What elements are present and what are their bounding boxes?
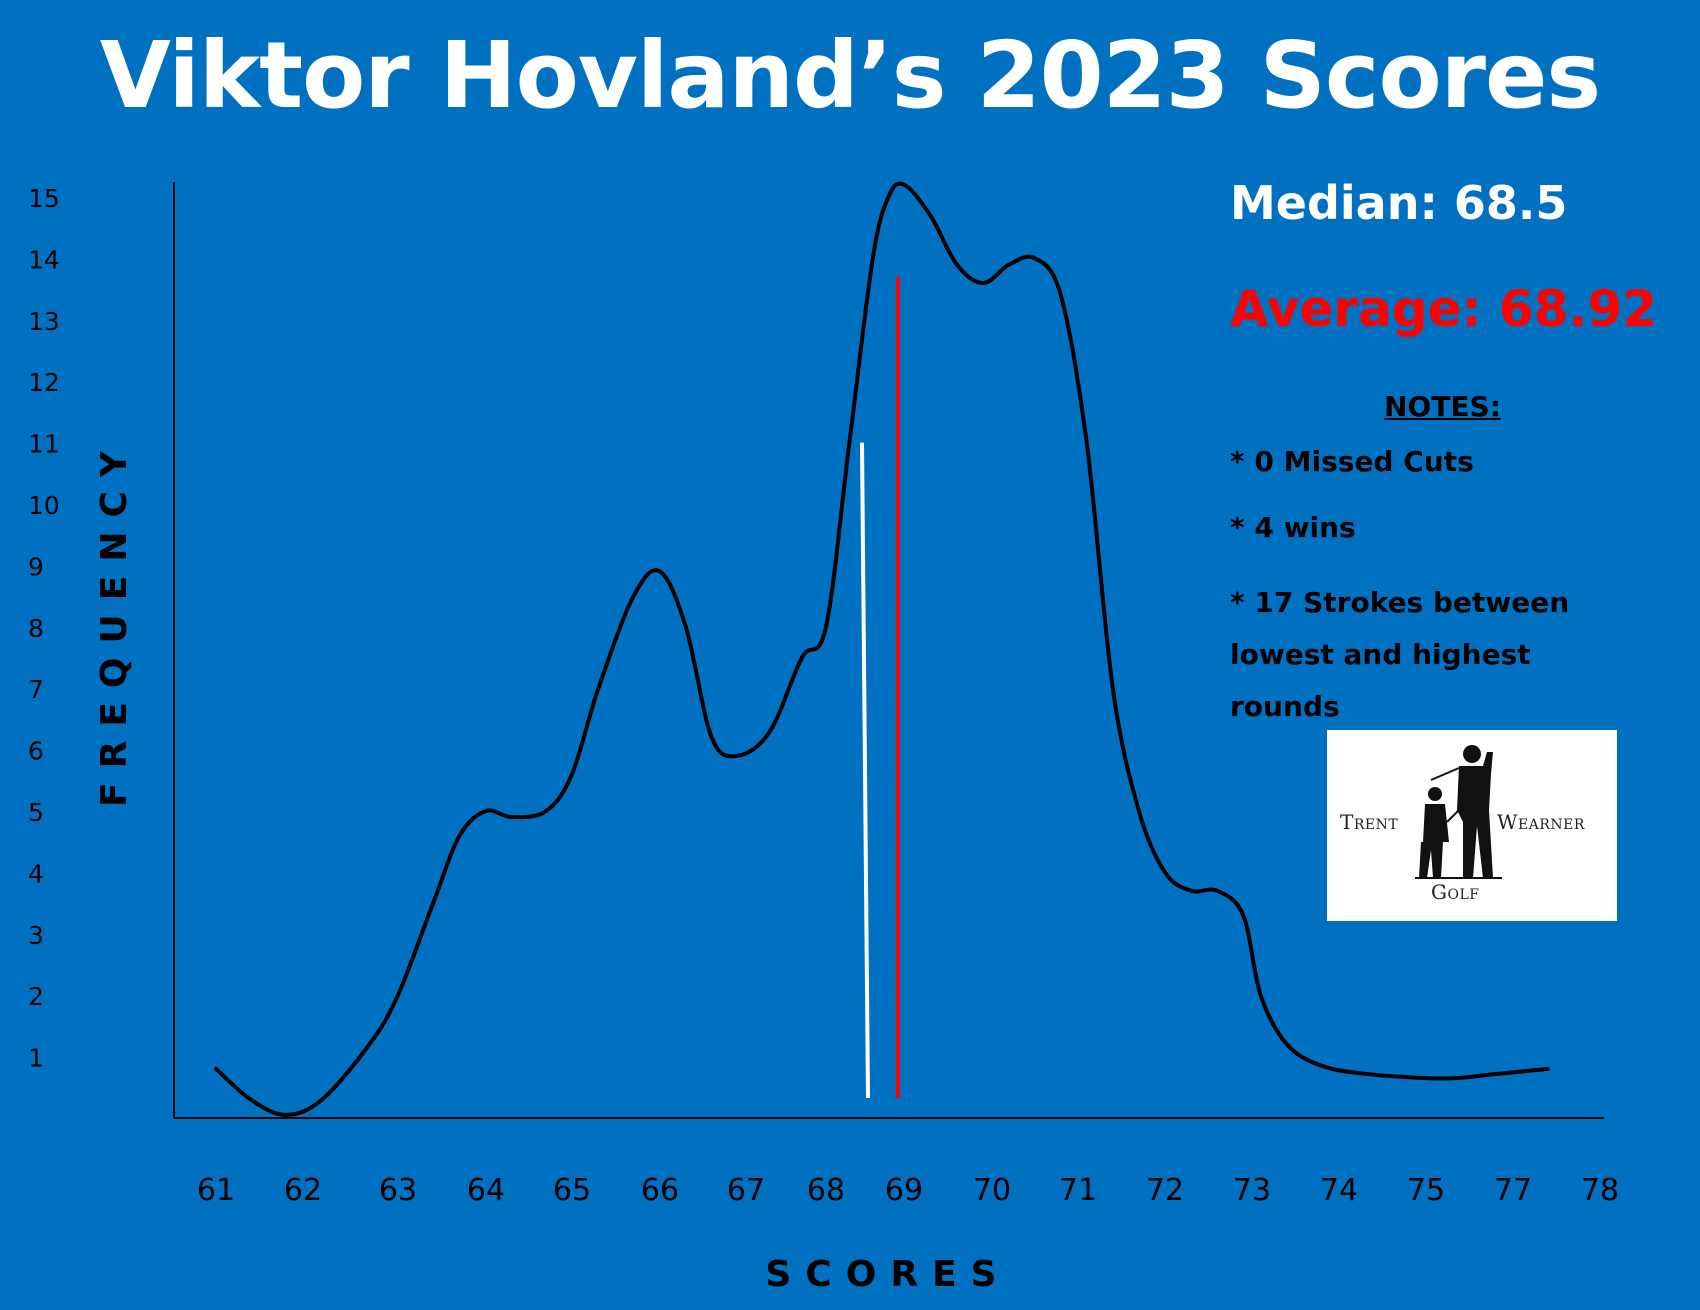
x-tick-label: 65 (553, 1173, 591, 1208)
x-tick-label: 73 (1233, 1173, 1271, 1208)
chart-title: Viktor Hovland’s 2023 Scores (99, 22, 1601, 129)
y-tick-label: 9 (28, 552, 44, 581)
y-axis-label: FREQUENCY (94, 437, 135, 807)
notes-heading: NOTES: (1384, 390, 1501, 423)
logo-bottom-text: Golf (1431, 880, 1480, 904)
note-item: * 17 Strokes between lowest and highest … (1230, 586, 1570, 723)
x-axis-label: SCORES (765, 1254, 1010, 1295)
notes-panel: NOTES: * 0 Missed Cuts * 4 wins * 17 Str… (1230, 390, 1650, 733)
median-text: Median: 68.5 (1230, 176, 1568, 230)
note-item: * 4 wins (1230, 511, 1356, 544)
y-tick-label: 14 (28, 245, 60, 274)
x-tick-label: 68 (807, 1173, 845, 1208)
x-tick-label: 70 (973, 1173, 1011, 1208)
x-tick-label: 61 (197, 1173, 235, 1208)
y-tick-label: 5 (28, 798, 44, 827)
x-tick-label: 67 (727, 1173, 765, 1208)
frequency-curve (214, 181, 1550, 1117)
x-tick-label: 64 (467, 1173, 505, 1208)
median-marker-line (860, 442, 870, 1099)
x-tick-label: 71 (1059, 1173, 1097, 1208)
average-text: Average: 68.92 (1230, 280, 1658, 338)
note-item: * 0 Missed Cuts (1230, 445, 1474, 478)
axes (173, 182, 1604, 1119)
x-tick-label: 62 (284, 1173, 322, 1208)
y-tick-label: 7 (28, 675, 44, 704)
y-tick-label: 3 (28, 921, 44, 950)
logo-left-text: Trent (1340, 810, 1399, 834)
logo-right-text: Wearner (1497, 810, 1585, 834)
x-tick-label: 66 (641, 1173, 679, 1208)
x-tick-label: 77 (1494, 1173, 1532, 1208)
y-tick-label: 2 (28, 982, 44, 1011)
x-tick-label: 74 (1320, 1173, 1358, 1208)
y-tick-label: 12 (28, 368, 60, 397)
x-tick-label: 69 (885, 1173, 923, 1208)
x-tick-label: 72 (1146, 1173, 1184, 1208)
y-tick-label: 13 (28, 307, 60, 336)
y-tick-label: 6 (28, 737, 44, 766)
x-tick-labels: 61 62 63 64 65 66 67 68 69 70 71 72 73 74 75 77 78 (197, 1173, 1619, 1208)
stats-panel: Median: 68.5 Average: 68.92 (1230, 176, 1657, 338)
y-tick-label: 4 (28, 859, 44, 888)
golfer-silhouette-icon (1415, 745, 1502, 879)
x-tick-label: 78 (1581, 1173, 1619, 1208)
y-tick-label: 10 (28, 491, 60, 520)
trent-wearner-golf-logo: Trent Wearner Golf (1327, 730, 1617, 921)
y-tick-label: 11 (28, 430, 60, 459)
y-tick-label: 15 (28, 184, 60, 213)
x-tick-label: 75 (1407, 1173, 1445, 1208)
y-tick-label: 1 (28, 1044, 44, 1073)
y-tick-label: 8 (28, 614, 44, 643)
x-tick-label: 63 (379, 1173, 417, 1208)
